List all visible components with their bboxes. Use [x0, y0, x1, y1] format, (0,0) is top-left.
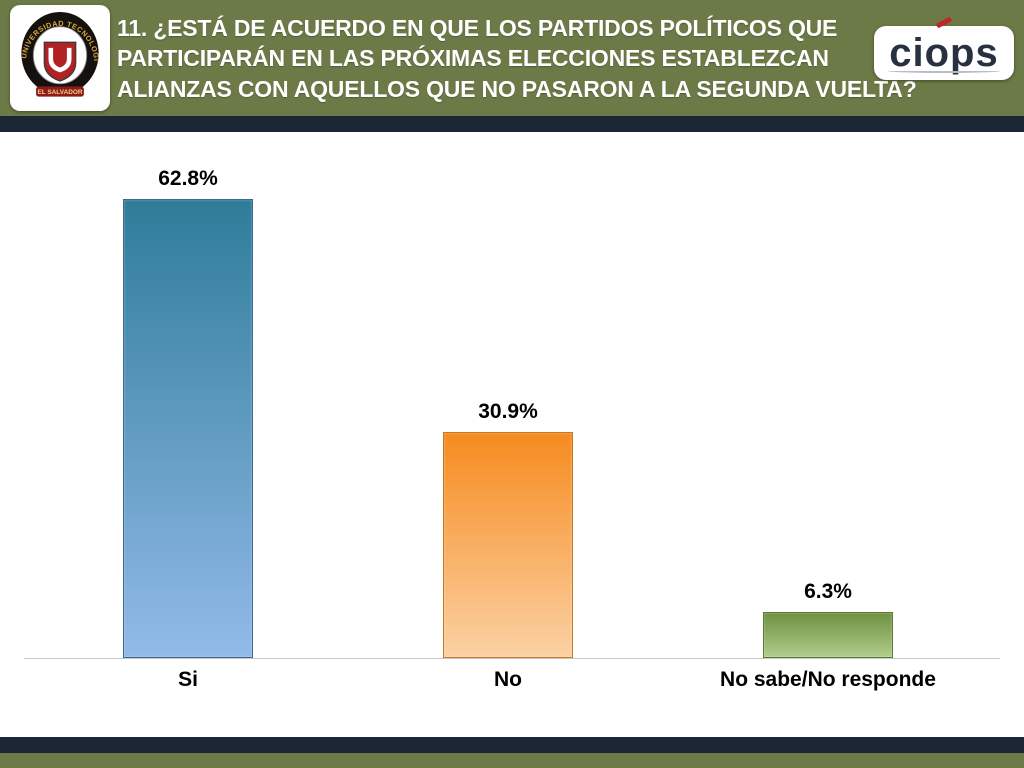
slide-title: 11. ¿ESTÁ DE ACUERDO EN QUE LOS PARTIDOS… — [117, 13, 917, 104]
header-band: 11. ¿ESTÁ DE ACUERDO EN QUE LOS PARTIDOS… — [0, 0, 1024, 116]
bar-value-label: 6.3% — [804, 579, 852, 603]
bar-group-no: 30.9% No — [343, 146, 673, 691]
slide-title-line: PARTICIPARÁN EN LAS PRÓXIMAS ELECCIONES … — [117, 45, 829, 72]
bar-category-label: Si — [178, 668, 198, 691]
bar-group-no-sabe: 6.3% No sabe/No responde — [663, 146, 993, 691]
university-banner-text: EL SALVADOR — [37, 89, 82, 96]
plot-baseline — [24, 658, 1000, 659]
footer-band — [0, 753, 1024, 768]
bar-no — [443, 432, 573, 658]
bar-category-label: No — [494, 668, 522, 691]
bar-si — [123, 198, 253, 658]
ciops-logo-text: ciops — [889, 31, 999, 75]
bar-value-label: 62.8% — [158, 166, 218, 190]
ciops-logo: ciops — [874, 16, 1014, 80]
chart-area: 62.8% Si 30.9% No 6.3% No sabe/No respon… — [0, 132, 1024, 737]
university-crest-icon: UNIVERSIDAD TECNOLOGICA EL SALVADOR — [14, 9, 101, 97]
bar-group-si: 62.8% Si — [23, 146, 353, 691]
bar-category-label: No sabe/No responde — [720, 668, 936, 691]
divider-band-bottom — [0, 737, 1024, 753]
university-logo: UNIVERSIDAD TECNOLOGICA EL SALVADOR — [10, 5, 110, 111]
bar-value-label: 30.9% — [478, 400, 538, 423]
ciops-swoosh-icon — [888, 69, 1000, 73]
slide-title-line: ALIANZAS CON AQUELLOS QUE NO PASARON A L… — [117, 75, 917, 102]
bar-no-sabe — [763, 611, 893, 658]
slide-title-line: 11. ¿ESTÁ DE ACUERDO EN QUE LOS PARTIDOS… — [117, 15, 838, 41]
divider-band-top — [0, 116, 1024, 132]
